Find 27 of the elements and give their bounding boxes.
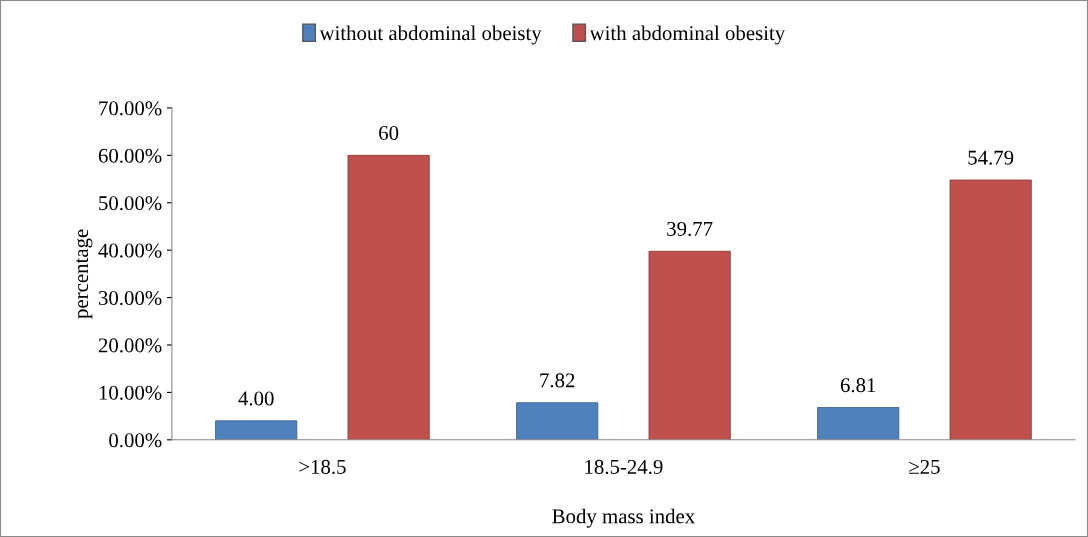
legend-label: with abdominal obesity <box>589 25 786 45</box>
y-tick-label: 40.00% <box>98 243 162 258</box>
y-tick-label: 60.00% <box>98 148 162 163</box>
bar <box>648 250 731 440</box>
x-tick-label: ≥25 <box>909 459 940 474</box>
y-tick-label: 10.00% <box>99 385 162 400</box>
y-tick-label: 50.00% <box>99 196 162 211</box>
y-tick-label: 30.00% <box>98 290 162 306</box>
data-label: 39.77 <box>667 221 713 236</box>
data-label: 4.00 <box>238 391 274 406</box>
bar <box>215 420 298 440</box>
data-label: 7.82 <box>540 373 575 388</box>
y-tick-label: 20.00% <box>98 338 162 353</box>
bar <box>949 179 1032 440</box>
legend-label: without abdominal obeisty <box>319 25 542 45</box>
y-axis-title: percentage <box>76 229 93 319</box>
x-axis-title: Body mass index <box>552 508 695 528</box>
bar <box>817 407 900 440</box>
x-tick-label: >18.5 <box>299 459 346 474</box>
bar <box>516 402 599 440</box>
x-tick-label: 18.5-24.9 <box>585 459 663 474</box>
y-tick-label: 70.00% <box>99 101 162 116</box>
bar <box>347 154 430 440</box>
data-label: 54.79 <box>968 150 1014 165</box>
y-tick-label: 0.00% <box>109 433 162 448</box>
data-label: 6.81 <box>840 378 876 393</box>
data-label: 60 <box>379 125 399 140</box>
